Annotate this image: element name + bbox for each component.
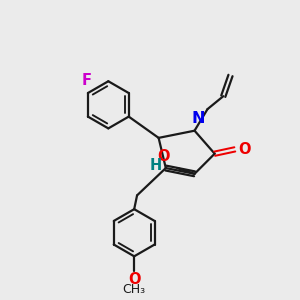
Text: N: N	[191, 111, 205, 126]
Text: F: F	[82, 73, 92, 88]
Text: H: H	[149, 158, 161, 173]
Text: O: O	[128, 272, 140, 287]
Text: O: O	[238, 142, 251, 157]
Text: CH₃: CH₃	[123, 283, 146, 296]
Text: O: O	[158, 149, 170, 164]
